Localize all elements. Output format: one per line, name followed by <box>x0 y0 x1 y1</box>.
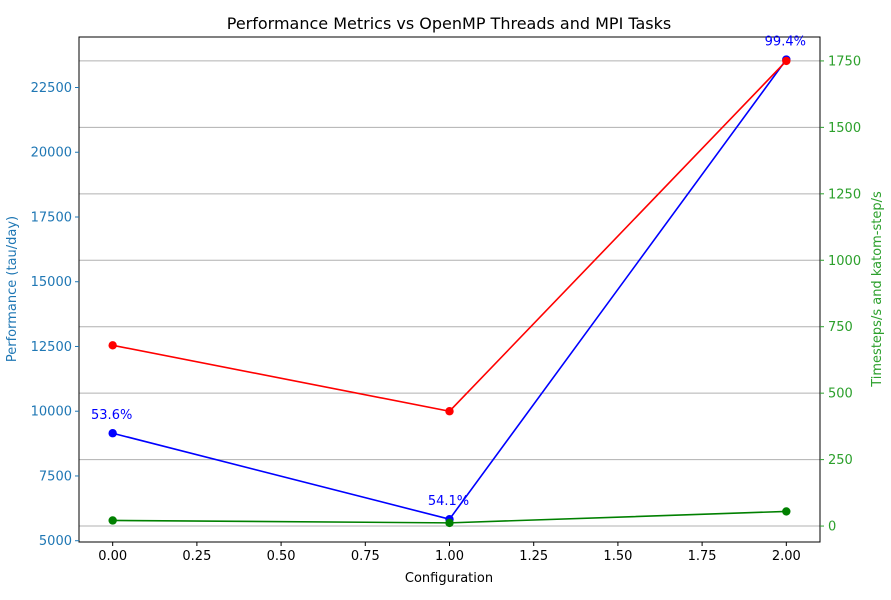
x-tick-label: 0.75 <box>351 549 380 564</box>
right-y-tick-label: 1000 <box>828 254 861 269</box>
series-point-2 <box>782 507 791 516</box>
right-y-tick-label: 250 <box>828 453 853 468</box>
series-point-1 <box>782 56 791 66</box>
left-y-tick-label: 15000 <box>31 275 72 290</box>
x-tick-label: 0.25 <box>182 549 211 564</box>
left-y-tick-label: 12500 <box>31 340 72 355</box>
data-annotation: 53.6% <box>91 408 132 423</box>
left-y-axis: 5000 7500 10000 12500 15000 17500 20000 22500 <box>31 81 79 549</box>
right-y-tick-label: 1750 <box>828 54 861 69</box>
grid-lines <box>79 60 820 527</box>
right-y-tick-label: 750 <box>828 320 853 335</box>
right-y-tick-label: 500 <box>828 387 853 402</box>
left-y-tick-label: 22500 <box>31 81 72 96</box>
left-y-tick-label: 20000 <box>31 146 72 161</box>
x-tick-label: 0.50 <box>267 549 296 564</box>
x-tick-label: 0.00 <box>98 549 127 564</box>
series-point-2 <box>108 516 117 525</box>
x-tick-label: 1.25 <box>519 549 548 564</box>
series-lines <box>108 55 791 528</box>
series-point-2 <box>445 518 454 528</box>
x-axis: 0.00 0.25 0.50 0.75 1.00 1.25 1.50 1.75 2.00 <box>98 542 801 564</box>
x-tick-label: 1.50 <box>603 549 632 564</box>
plot-frame <box>78 36 821 543</box>
series-point-1 <box>445 407 454 416</box>
right-y-tick-label: 0 <box>828 520 836 535</box>
series-point-0 <box>108 429 117 438</box>
right-y-tick-label: 1250 <box>828 187 861 202</box>
annotations: 53.6% 54.1% 99.4% <box>91 35 806 510</box>
right-y-axis-label: Timesteps/s and katom-step/s <box>870 191 885 388</box>
x-tick-label: 1.75 <box>688 549 717 564</box>
data-annotation: 54.1% <box>428 494 469 509</box>
right-y-axis: 0 250 500 750 1000 1250 1500 1750 <box>820 54 861 535</box>
x-tick-label: 1.00 <box>435 549 464 564</box>
left-y-tick-label: 7500 <box>39 469 72 484</box>
left-y-tick-label: 17500 <box>31 210 72 225</box>
left-y-tick-label: 10000 <box>31 405 72 420</box>
series-point-1 <box>108 341 117 350</box>
left-y-tick-label: 5000 <box>39 534 72 549</box>
x-tick-label: 2.00 <box>772 549 801 564</box>
right-y-tick-label: 1500 <box>828 121 861 136</box>
data-annotation: 99.4% <box>765 35 806 50</box>
x-axis-label: Configuration <box>405 571 493 586</box>
chart-title: Performance Metrics vs OpenMP Threads an… <box>227 14 671 33</box>
series-line-0 <box>112 59 787 521</box>
series-line-1 <box>112 60 787 413</box>
left-y-axis-label: Performance (tau/day) <box>5 216 20 362</box>
